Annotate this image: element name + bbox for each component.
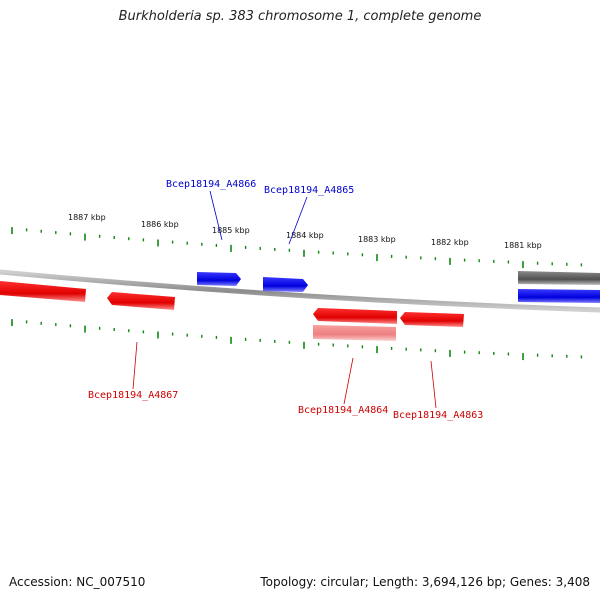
gene-label[interactable]: Bcep18194_A4867 xyxy=(88,390,178,401)
gene-forward-unlabeled[interactable] xyxy=(518,289,600,303)
leader-line-A4863 xyxy=(430,360,437,409)
scale-label: 1885 kbp xyxy=(212,226,250,235)
gene-pink-unlabeled[interactable] xyxy=(313,325,396,341)
gene-Bcep18194_A4865[interactable] xyxy=(263,277,308,292)
gene-label[interactable]: Bcep18194_A4866 xyxy=(166,179,256,190)
genome-summary: Topology: circular; Length: 3,694,126 bp… xyxy=(260,575,590,589)
scale-ticks-top xyxy=(11,227,583,269)
leader-line-A4865 xyxy=(288,196,308,245)
leader-line-A4864 xyxy=(343,357,354,405)
genome-backbone xyxy=(0,269,600,313)
feature-gray-unlabeled[interactable] xyxy=(518,271,600,285)
gene-Bcep18194_A4864[interactable] xyxy=(313,308,397,324)
page-title: Burkholderia sp. 383 chromosome 1, compl… xyxy=(118,9,482,24)
gene-Bcep18194_A4866[interactable] xyxy=(197,272,241,286)
scale-label: 1887 kbp xyxy=(68,213,106,222)
leader-line-A4866 xyxy=(209,190,223,241)
accession-label: Accession: NC_007510 xyxy=(9,575,146,589)
gene-Bcep18194_A4863[interactable] xyxy=(400,312,464,327)
gene-label[interactable]: Bcep18194_A4865 xyxy=(264,185,354,196)
scale-ticks-bottom xyxy=(11,319,583,361)
scale-label: 1883 kbp xyxy=(358,235,396,244)
gene-label[interactable]: Bcep18194_A4863 xyxy=(393,410,483,421)
scale-label: 1884 kbp xyxy=(286,231,324,240)
scale-label: 1882 kbp xyxy=(431,238,469,247)
scale-labels: 1887 kbp 1886 kbp 1885 kbp 1884 kbp 1883… xyxy=(68,213,542,250)
scale-label: 1881 kbp xyxy=(504,241,542,250)
gene-Bcep18194_A4867[interactable] xyxy=(107,292,175,310)
leader-line-A4867 xyxy=(132,341,138,390)
scale-label: 1886 kbp xyxy=(141,220,179,229)
gene-reverse-left-edge[interactable] xyxy=(0,281,86,302)
gene-label[interactable]: Bcep18194_A4864 xyxy=(298,405,388,416)
